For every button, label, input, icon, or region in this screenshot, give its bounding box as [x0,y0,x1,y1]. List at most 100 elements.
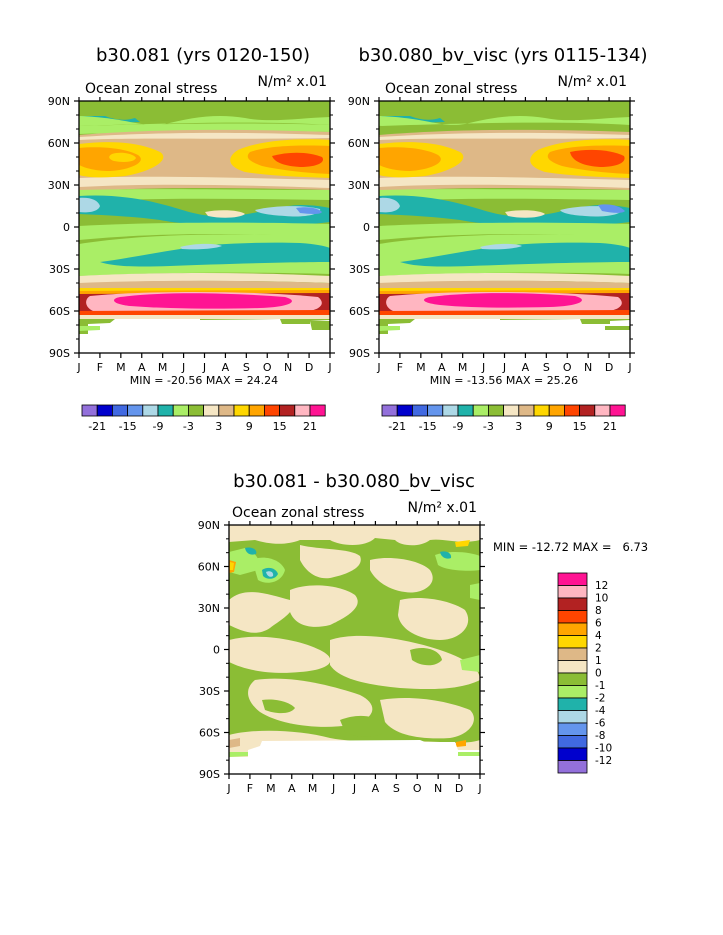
panel-3-x-tick-label: N [434,782,442,795]
antarctic-green [310,321,330,330]
panel-2-colorbar-swatch [503,404,520,417]
panel-3-colorbar-swatch [557,747,588,761]
band-cream-62s [79,315,330,319]
panel-3-x-tick-label: J [226,782,230,795]
panel-3-x-tick-label: A [288,782,296,795]
panel-1-colorbar-swatch [263,404,280,417]
panel-1-y-tick-label: 60S [49,305,70,318]
panel-2-x-tick-label: J [376,361,380,374]
band-lightblue-15s [180,243,222,250]
panel-3-colorbar-label: -10 [595,743,612,755]
panel-1-colorbar-swatch [112,404,129,417]
panel-1-colorbar-swatch [279,404,296,417]
panel-2-colorbar-label: 21 [603,420,617,433]
band-lightblue-15s [480,243,522,250]
band-cyan-20n [379,195,630,226]
panel-2-colorbar-label: -15 [419,420,437,433]
panel-1-colorbar-swatch [233,404,250,417]
panel-2-y-tick-label: 60S [349,305,370,318]
green-region [262,699,295,714]
panel-1-stats: MIN = -20.56 MAX = 24.24 [130,374,278,387]
panel-2-x-tick-label: M [416,361,426,374]
panel-2-colorbar-label: -3 [483,420,494,433]
panel-2-x-tick-label: A [522,361,530,374]
panel-3-colorbar-label: -2 [595,693,605,705]
green-region [410,648,442,666]
light-green-region [470,583,480,600]
panel-1-colorbar-label: -15 [119,420,137,433]
panel-2-colorbar-swatch [442,404,459,417]
band-magenta-55s [424,293,582,308]
cream-region [229,525,480,546]
panel-3-subtitle: Ocean zonal stress [232,505,364,521]
panel-1-colorbar-swatch [218,404,235,417]
panel-3-x-tick-label: F [247,782,253,795]
yellow-region [230,562,234,570]
panel-1-x-tick-label: A [222,361,230,374]
panel-1-x-tick-label: D [305,361,313,374]
panel-1-x-tick-label: M [158,361,168,374]
light-green-region [460,655,480,672]
panel-2-x-tick-label: J [627,361,631,374]
band-magenta-55s [114,293,292,309]
panel-1-x-tick-label: S [243,361,250,374]
panel-3-y-tick-label: 60N [198,561,220,574]
panel-2-y-tick-label: 30S [349,263,370,276]
panel-2-colorbar-label: 9 [546,420,553,433]
cream-region [330,635,480,690]
panel-2-colorbar-label: 15 [573,420,587,433]
panel-1-colorbar-swatch [81,404,98,417]
panel-3-units: N/m² x.01 [408,500,477,516]
cyan-region [440,551,452,559]
band-cream-eq [505,210,545,218]
band-blue-20n [598,204,625,213]
antarctic-light [79,326,100,331]
panel-3-colorbar-label: 10 [595,593,608,605]
panel-1: b30.081 (yrs 0120-150) Ocean zonal stres… [79,45,330,353]
panel-1-x-tick-label: J [76,361,80,374]
panel-2-stats: MIN = -13.56 MAX = 25.26 [430,374,578,387]
panel-2-y-tick-label: 60N [348,137,370,150]
panel-3-colorbar-swatch [557,697,588,711]
band-light-eq [379,222,630,240]
panel-3-colorbar-swatch [557,597,588,611]
tan-region [229,738,240,748]
antarctic-green [605,326,630,330]
panel-1-y-tick-label: 60N [48,137,70,150]
panel-2-colorbar-swatch [427,404,444,417]
panel-3-x-tick-label: M [308,782,318,795]
panel-3-y-tick-label: 90N [198,519,220,532]
panel-2-field [379,101,630,353]
panel-3-colorbar-swatch [557,572,588,586]
antarctic-light [379,326,400,331]
band-light-eq [79,222,330,240]
panel-2-y-tick-label: 30N [348,179,370,192]
panel-3-colorbar-swatch [557,672,588,686]
band-tan-45s [79,280,330,289]
panel-1-subtitle: Ocean zonal stress [85,81,217,97]
panel-1-field [79,101,330,353]
panel-2-colorbar-label: -9 [453,420,464,433]
panel-3-x-tick-label: S [393,782,400,795]
panel-1-colorbar-swatch [96,404,113,417]
panel-2-colorbar-swatch [579,404,596,417]
panel-2-colorbar-swatch [396,404,413,417]
panel-3-colorbar-label: 4 [595,630,602,642]
cream-region [380,698,474,739]
panel-1-x-tick-label: M [116,361,126,374]
panel-2-colorbar-label: -21 [388,420,406,433]
band-arctic-light [379,115,630,126]
panel-2-title: b30.080_bv_visc (yrs 0115-134) [359,45,648,66]
panel-3-colorbar-label: 1 [595,655,602,667]
band-light-30n [79,189,330,202]
panel-1-colorbar-swatch [309,404,326,417]
panel-2-x-tick-label: N [584,361,592,374]
panel-2-units: N/m² x.01 [558,74,627,90]
panel-1-title: b30.081 (yrs 0120-150) [96,45,310,66]
panel-1-colorbar-label: 9 [246,420,253,433]
panel-2-colorbar-swatch [472,404,489,417]
panel-1-y-tick-label: 90N [48,95,70,108]
band-yellow-blob [109,152,136,162]
panel-1-y-tick-label: 30N [48,179,70,192]
